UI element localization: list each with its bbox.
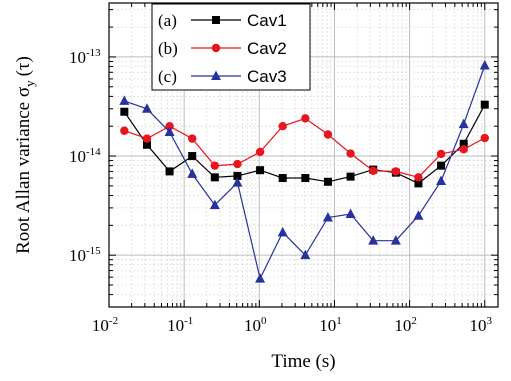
data-point	[165, 167, 174, 176]
x-tick-label: 10-2	[92, 315, 118, 335]
legend-marker	[212, 16, 220, 24]
data-point	[300, 249, 311, 260]
legend-label: Cav2	[247, 39, 287, 58]
data-point	[479, 59, 490, 70]
data-point	[459, 139, 468, 148]
data-point	[436, 175, 447, 186]
data-point	[256, 166, 265, 175]
data-point	[141, 103, 152, 113]
x-tick-label: 102	[394, 315, 417, 335]
data-point	[164, 126, 175, 136]
series-layer	[119, 59, 490, 283]
data-point	[187, 168, 198, 178]
data-point	[414, 179, 423, 188]
x-tick-label: 103	[470, 315, 493, 335]
data-point	[120, 107, 129, 116]
y-tick-label: 10-15	[69, 245, 101, 265]
legend: (a) Cav1 (b) Cav2 (c) Cav3	[151, 3, 311, 91]
axis-ticks	[108, 3, 498, 308]
x-axis-title: Time (s)	[271, 351, 335, 372]
data-point	[436, 149, 446, 159]
series-cav2	[120, 114, 489, 182]
y-axis-title-main: Root Allan variance σ	[13, 87, 34, 254]
data-point	[480, 100, 489, 109]
data-point	[368, 166, 378, 175]
y-tick-label: 10-14	[69, 146, 101, 166]
data-point	[210, 161, 220, 170]
data-point	[301, 114, 310, 123]
data-point	[209, 199, 220, 210]
data-point	[458, 118, 469, 129]
data-point	[346, 149, 355, 158]
data-point	[414, 173, 423, 182]
data-point	[437, 161, 446, 170]
legend-tag: (a)	[158, 11, 177, 30]
data-point	[323, 130, 333, 139]
x-tick-label: 10-1	[167, 315, 193, 335]
x-tick-label: 100	[244, 315, 267, 335]
y-tick-label: 10-13	[69, 47, 101, 67]
data-point	[278, 122, 287, 131]
data-point	[142, 134, 152, 143]
data-point	[368, 235, 379, 245]
data-point	[188, 134, 197, 143]
data-point	[278, 174, 287, 183]
legend-tag: (b)	[158, 39, 178, 58]
x-tick-label: 101	[319, 315, 342, 335]
data-point	[165, 122, 174, 131]
y-axis-title: Root Allan variance σy (τ)	[13, 56, 37, 254]
data-point	[255, 147, 265, 157]
plot-frame	[108, 2, 499, 308]
data-point	[142, 140, 151, 149]
tick-labels: 10-2 10-1 100 101 102 103 10-15 10-14 10-13	[69, 47, 493, 335]
legend-tag: (c)	[158, 67, 177, 86]
data-point	[232, 177, 243, 187]
data-point	[255, 273, 266, 283]
data-point	[345, 208, 356, 219]
data-point	[210, 173, 219, 182]
legend-marker	[211, 43, 221, 53]
data-point	[459, 145, 468, 154]
data-point	[323, 177, 332, 186]
data-point	[233, 171, 242, 180]
data-point	[120, 126, 129, 135]
data-point	[346, 172, 355, 181]
data-point	[480, 133, 489, 143]
data-point	[277, 226, 288, 237]
legend-label: Cav1	[247, 11, 287, 30]
legend-marker	[211, 70, 221, 80]
data-point	[188, 152, 197, 161]
y-axis-title-tail: (τ)	[13, 56, 34, 76]
legend-label: Cav3	[247, 67, 287, 86]
y-axis-title-sub: y	[22, 80, 37, 87]
data-point	[233, 159, 242, 169]
data-point	[413, 210, 424, 220]
data-point	[390, 235, 401, 245]
series-cav3	[119, 59, 490, 283]
data-point	[301, 174, 310, 183]
data-point	[119, 95, 130, 105]
data-point	[322, 211, 333, 222]
data-point	[391, 167, 401, 176]
